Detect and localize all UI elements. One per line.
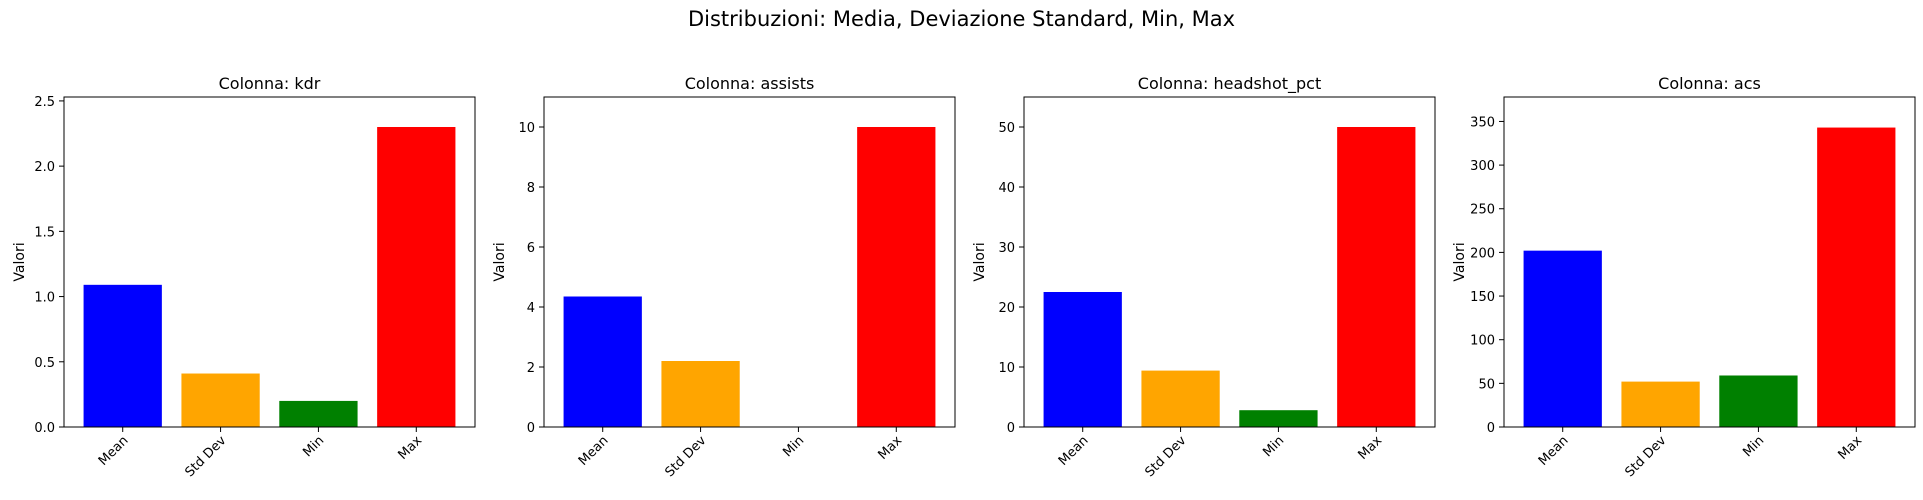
y-tick-label: 0 xyxy=(527,421,535,436)
bar-min xyxy=(1719,375,1798,427)
bar-max xyxy=(857,127,936,427)
x-tick-label: Min xyxy=(1740,433,1767,460)
x-tick-label: Std Dev xyxy=(1622,433,1669,480)
x-tick-label: Min xyxy=(780,433,807,460)
bar-min xyxy=(1239,410,1318,427)
y-tick-label: 20 xyxy=(998,301,1015,316)
y-axis-label: Valori xyxy=(1452,242,1468,281)
y-tick-label: 8 xyxy=(527,181,535,196)
x-tick-label: Std Dev xyxy=(1142,433,1189,480)
y-tick-label: 350 xyxy=(1470,115,1495,130)
y-tick-label: 150 xyxy=(1470,290,1495,305)
y-tick-label: 4 xyxy=(527,301,535,316)
y-tick-label: 0.0 xyxy=(34,421,55,436)
x-tick-label: Mean xyxy=(96,433,132,469)
plot-frame xyxy=(1023,96,1436,428)
bar-min xyxy=(279,400,358,427)
y-tick-label: 0 xyxy=(1487,421,1495,436)
y-axis-label: Valori xyxy=(12,242,28,281)
chart-panel-4: Colonna: acs Valori Mean Std Dev Min Max 0 50 10… xyxy=(1452,74,1916,480)
x-tick-label: Max xyxy=(1835,433,1865,463)
y-axis-label: Valori xyxy=(972,242,988,281)
x-tick-label: Max xyxy=(395,433,425,463)
bar-max xyxy=(1817,127,1896,428)
y-axis-label: Valori xyxy=(492,242,508,281)
y-tick-label: 1.5 xyxy=(34,225,55,240)
bar-std-dev xyxy=(661,361,740,427)
chart-panel-2: Colonna: assists Valori Mean Std Dev Min Max 0… xyxy=(492,74,956,480)
y-tick-label: 1.0 xyxy=(34,291,55,306)
bar-max xyxy=(377,127,456,427)
y-tick-label: 250 xyxy=(1470,203,1495,218)
bar-mean xyxy=(1043,292,1122,427)
y-tick-label: 6 xyxy=(527,241,535,256)
chart-panel-1: Colonna: kdr Valori Mean Std Dev Min Max 0.0 0.… xyxy=(12,74,476,480)
x-tick-label: Mean xyxy=(576,433,612,469)
y-tick-label: 30 xyxy=(998,241,1015,256)
bar-mean xyxy=(563,296,642,427)
x-tick-label: Std Dev xyxy=(182,433,229,480)
chart-title: Colonna: kdr xyxy=(219,74,321,93)
y-tick-label: 100 xyxy=(1470,334,1495,349)
y-tick-label: 300 xyxy=(1470,159,1495,174)
x-tick-label: Max xyxy=(875,433,905,463)
y-tick-label: 2.5 xyxy=(34,95,55,110)
y-tick-label: 10 xyxy=(998,361,1015,376)
x-tick-label: Min xyxy=(300,433,327,460)
bar-mean xyxy=(83,284,162,427)
chart-title: Colonna: assists xyxy=(685,74,815,93)
y-tick-label: 50 xyxy=(1478,377,1495,392)
plot-frame xyxy=(63,96,476,428)
y-tick-label: 10 xyxy=(518,121,535,136)
y-tick-label: 200 xyxy=(1470,246,1495,261)
bar-mean xyxy=(1523,250,1602,427)
bar-std-dev xyxy=(181,373,260,427)
x-tick-label: Mean xyxy=(1056,433,1092,469)
bar-std-dev xyxy=(1141,370,1220,427)
figure-suptitle: Distribuzioni: Media, Deviazione Standar… xyxy=(687,7,1236,31)
y-tick-label: 2 xyxy=(527,361,535,376)
bar-max xyxy=(1337,127,1416,427)
y-tick-label: 50 xyxy=(998,121,1015,136)
y-tick-label: 2.0 xyxy=(34,160,55,175)
x-tick-label: Max xyxy=(1355,433,1385,463)
x-tick-label: Mean xyxy=(1536,433,1572,469)
y-tick-label: 0 xyxy=(1007,421,1015,436)
bar-std-dev xyxy=(1621,381,1700,427)
y-tick-label: 40 xyxy=(998,181,1015,196)
x-tick-label: Min xyxy=(1260,433,1287,460)
y-tick-label: 0.5 xyxy=(34,356,55,371)
chart-title: Colonna: acs xyxy=(1658,74,1761,93)
chart-panel-3: Colonna: headshot_pct Valori Mean Std Dev Mi… xyxy=(972,74,1436,480)
chart-title: Colonna: headshot_pct xyxy=(1138,74,1321,94)
x-tick-label: Std Dev xyxy=(662,433,709,480)
plot-frame xyxy=(543,96,956,428)
plot-frame xyxy=(1503,96,1916,428)
